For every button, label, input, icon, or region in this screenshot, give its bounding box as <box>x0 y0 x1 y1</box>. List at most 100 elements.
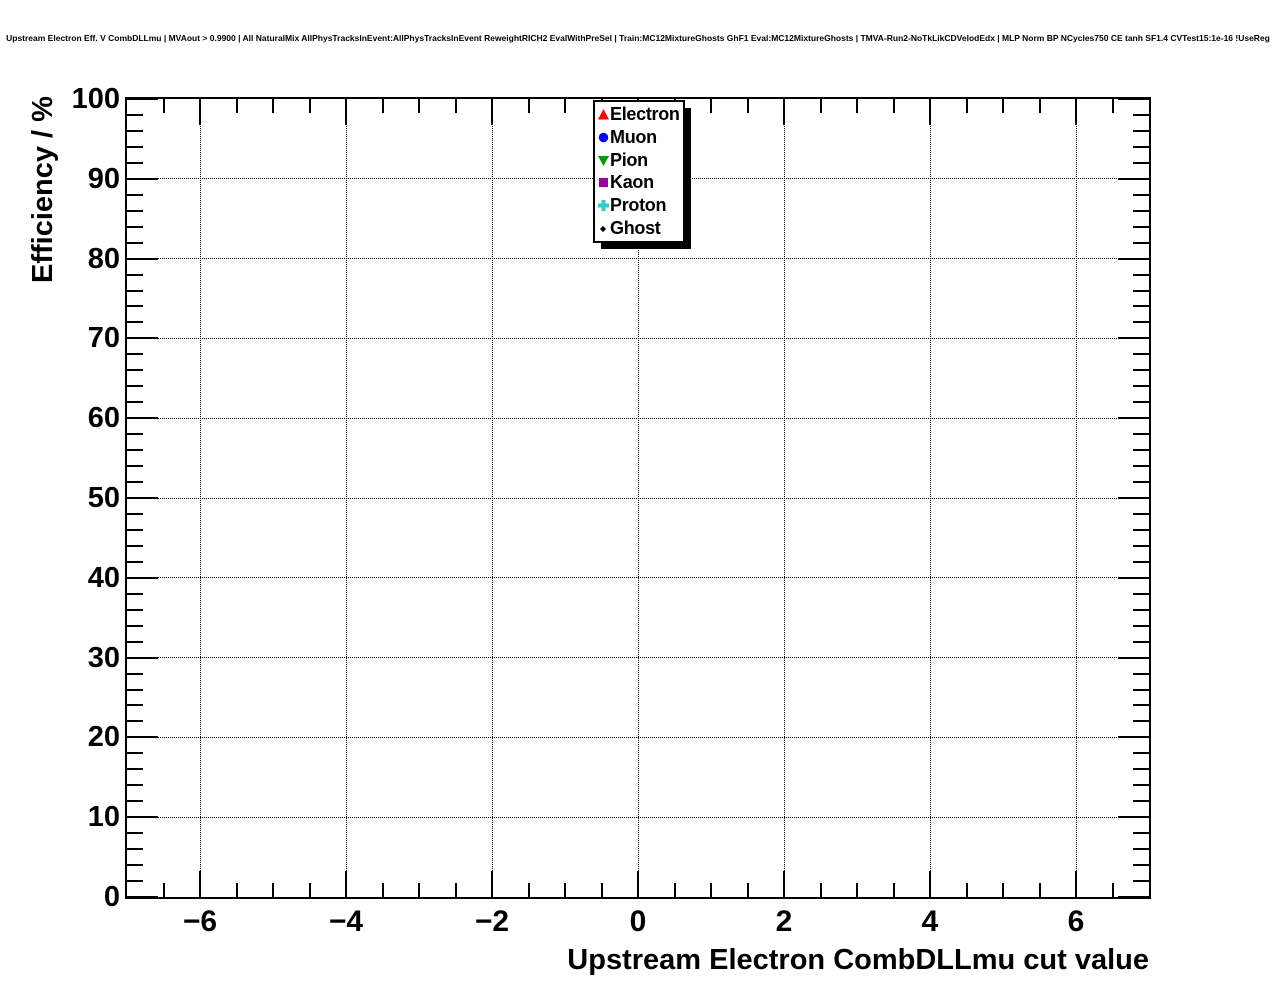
x-tick-mirror <box>199 99 201 125</box>
y-tick <box>127 800 143 803</box>
legend-label: Muon <box>610 126 657 147</box>
x-tick-mirror <box>418 99 420 113</box>
x-tick-mirror <box>381 99 384 113</box>
kaon-square-icon <box>596 176 610 189</box>
y-tick-mirror <box>1118 736 1149 739</box>
x-tick <box>381 883 384 897</box>
x-tick <box>637 871 639 897</box>
x-tick <box>819 883 822 897</box>
x-tick-mirror <box>1002 99 1004 113</box>
x-tick <box>1002 883 1004 897</box>
y-tick-mirror <box>1133 225 1149 228</box>
y-tick-label: 60 <box>87 402 120 435</box>
y-tick-mirror <box>1133 161 1149 164</box>
y-tick <box>127 640 143 643</box>
legend-label: Kaon <box>610 172 654 193</box>
x-tick-mirror <box>491 99 493 125</box>
y-tick-mirror <box>1118 337 1149 340</box>
y-tick <box>127 688 143 691</box>
y-tick-mirror <box>1118 417 1149 420</box>
y-tick-mirror <box>1133 385 1149 388</box>
y-tick <box>127 273 143 276</box>
y-tick <box>127 864 143 867</box>
y-tick <box>127 257 158 260</box>
y-tick-mirror <box>1133 880 1149 883</box>
y-tick <box>127 576 158 579</box>
y-tick-mirror <box>1133 560 1149 563</box>
y-tick-mirror <box>1133 544 1149 547</box>
x-tick-mirror <box>965 99 968 113</box>
x-tick-mirror <box>892 99 895 113</box>
y-tick-label: 0 <box>103 881 120 913</box>
legend-label: Pion <box>610 149 648 170</box>
y-tick-label: 70 <box>87 322 120 355</box>
y-tick-mirror <box>1133 113 1149 116</box>
y-tick-label: 100 <box>71 83 120 115</box>
x-tick <box>527 883 530 897</box>
y-tick <box>127 449 143 452</box>
y-tick-mirror <box>1133 832 1149 835</box>
y-tick-mirror <box>1133 433 1149 436</box>
y-tick-mirror <box>1133 193 1149 196</box>
ghost-diamond-icon <box>596 222 610 235</box>
x-tick-mirror <box>527 99 530 113</box>
legend-entry-proton: Proton <box>595 195 683 217</box>
legend-entry-electron: Electron <box>595 103 683 125</box>
y-tick <box>127 497 158 499</box>
y-tick-mirror <box>1133 305 1149 308</box>
y-tick-mirror <box>1133 640 1149 643</box>
y-tick <box>127 896 158 898</box>
x-tick-label: 0 <box>629 905 647 938</box>
x-tick <box>783 871 785 897</box>
y-tick <box>127 385 143 388</box>
x-tick <box>199 871 201 897</box>
y-tick <box>127 656 158 659</box>
y-tick <box>127 113 143 116</box>
y-tick <box>127 608 143 611</box>
muon-circle-icon <box>596 131 610 144</box>
y-tick-mirror <box>1133 800 1149 803</box>
x-tick-mirror <box>308 99 311 113</box>
y-tick <box>127 129 143 132</box>
y-tick <box>127 752 143 755</box>
y-tick-mirror <box>1133 704 1149 707</box>
y-tick <box>127 672 143 675</box>
x-tick-mirror <box>746 99 749 113</box>
y-tick <box>127 417 158 420</box>
y-tick-label: 50 <box>87 482 120 514</box>
y-tick-mirror <box>1133 369 1149 372</box>
y-tick-mirror <box>1133 592 1149 595</box>
x-tick <box>1075 871 1077 897</box>
x-tick <box>673 883 676 897</box>
y-tick <box>127 816 158 819</box>
y-tick-mirror <box>1133 848 1149 851</box>
legend-box: Electron Muon Pion Kaon Proton Ghost <box>593 100 685 243</box>
y-tick <box>127 401 143 404</box>
x-tick <box>965 883 968 897</box>
y-tick <box>127 305 143 308</box>
y-tick-mirror <box>1133 289 1149 292</box>
x-tick-mirror <box>929 99 931 125</box>
y-tick <box>127 784 143 787</box>
y-tick <box>127 337 158 340</box>
x-tick <box>491 871 493 897</box>
x-tick-mirror <box>819 99 822 113</box>
electron-triangle-up-icon <box>596 108 610 121</box>
gridline-horizontal <box>127 577 1149 579</box>
y-tick-label: 80 <box>87 242 120 275</box>
y-tick <box>127 289 143 292</box>
legend-label: Electron <box>610 103 680 124</box>
legend-label: Ghost <box>610 218 661 239</box>
proton-cross-icon <box>596 199 610 212</box>
y-tick <box>127 736 158 739</box>
gridline-horizontal <box>127 417 1149 419</box>
y-tick-mirror <box>1133 720 1149 723</box>
y-tick-mirror <box>1133 624 1149 627</box>
legend-entry-muon: Muon <box>595 126 683 148</box>
y-tick <box>127 592 143 595</box>
x-tick-mirror <box>345 99 347 125</box>
y-tick-mirror <box>1133 864 1149 867</box>
y-tick-mirror <box>1133 672 1149 675</box>
gridline-horizontal <box>127 736 1149 738</box>
y-tick-mirror <box>1133 465 1149 468</box>
